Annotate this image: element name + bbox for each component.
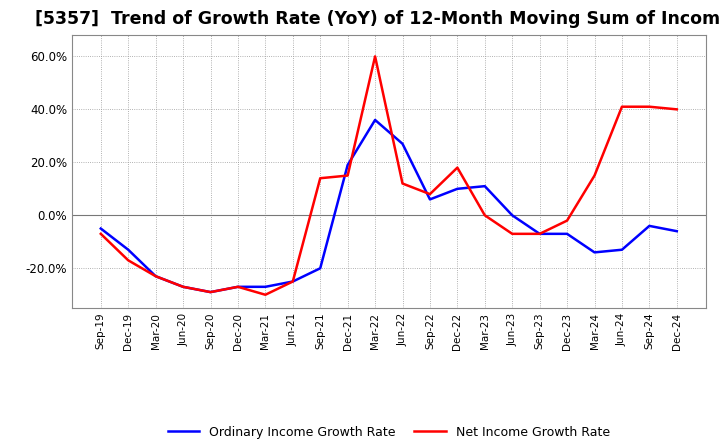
Net Income Growth Rate: [124, 258, 132, 263]
Net Income Growth Rate: [151, 274, 160, 279]
Net Income Growth Rate: [508, 231, 516, 236]
Title: [5357]  Trend of Growth Rate (YoY) of 12-Month Moving Sum of Incomes: [5357] Trend of Growth Rate (YoY) of 12-…: [35, 10, 720, 28]
Ordinary Income Growth Rate: [289, 279, 297, 284]
Net Income Growth Rate: [206, 290, 215, 295]
Ordinary Income Growth Rate: [398, 141, 407, 147]
Net Income Growth Rate: [453, 165, 462, 170]
Net Income Growth Rate: [289, 279, 297, 284]
Ordinary Income Growth Rate: [371, 117, 379, 123]
Ordinary Income Growth Rate: [453, 186, 462, 191]
Net Income Growth Rate: [371, 54, 379, 59]
Ordinary Income Growth Rate: [426, 197, 434, 202]
Net Income Growth Rate: [316, 176, 325, 181]
Ordinary Income Growth Rate: [96, 226, 105, 231]
Ordinary Income Growth Rate: [536, 231, 544, 236]
Net Income Growth Rate: [645, 104, 654, 110]
Ordinary Income Growth Rate: [563, 231, 572, 236]
Ordinary Income Growth Rate: [233, 284, 242, 290]
Net Income Growth Rate: [590, 173, 599, 178]
Ordinary Income Growth Rate: [261, 284, 270, 290]
Net Income Growth Rate: [343, 173, 352, 178]
Ordinary Income Growth Rate: [590, 250, 599, 255]
Ordinary Income Growth Rate: [151, 274, 160, 279]
Net Income Growth Rate: [426, 191, 434, 197]
Ordinary Income Growth Rate: [618, 247, 626, 253]
Net Income Growth Rate: [261, 292, 270, 297]
Ordinary Income Growth Rate: [124, 247, 132, 253]
Ordinary Income Growth Rate: [480, 183, 489, 189]
Legend: Ordinary Income Growth Rate, Net Income Growth Rate: Ordinary Income Growth Rate, Net Income …: [163, 421, 615, 440]
Ordinary Income Growth Rate: [508, 213, 516, 218]
Net Income Growth Rate: [179, 284, 187, 290]
Net Income Growth Rate: [618, 104, 626, 110]
Ordinary Income Growth Rate: [316, 266, 325, 271]
Line: Ordinary Income Growth Rate: Ordinary Income Growth Rate: [101, 120, 677, 292]
Ordinary Income Growth Rate: [206, 290, 215, 295]
Net Income Growth Rate: [96, 231, 105, 236]
Net Income Growth Rate: [480, 213, 489, 218]
Net Income Growth Rate: [398, 181, 407, 186]
Ordinary Income Growth Rate: [179, 284, 187, 290]
Net Income Growth Rate: [536, 231, 544, 236]
Net Income Growth Rate: [233, 284, 242, 290]
Net Income Growth Rate: [563, 218, 572, 223]
Net Income Growth Rate: [672, 107, 681, 112]
Ordinary Income Growth Rate: [672, 228, 681, 234]
Ordinary Income Growth Rate: [343, 162, 352, 168]
Line: Net Income Growth Rate: Net Income Growth Rate: [101, 56, 677, 295]
Ordinary Income Growth Rate: [645, 223, 654, 228]
